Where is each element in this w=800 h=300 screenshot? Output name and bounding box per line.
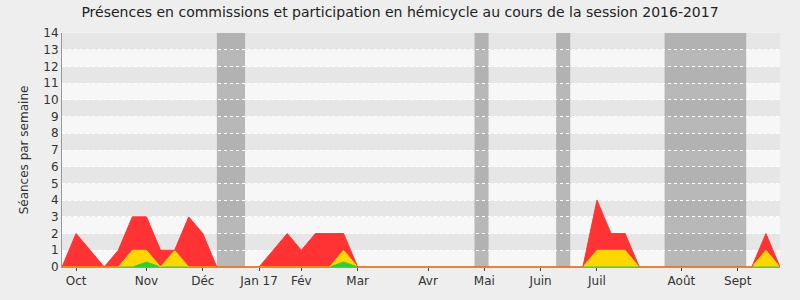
svg-text:0: 0 xyxy=(51,260,59,274)
svg-text:6: 6 xyxy=(51,160,59,174)
svg-text:3: 3 xyxy=(51,210,59,224)
svg-text:Juin: Juin xyxy=(529,274,552,288)
svg-text:14: 14 xyxy=(43,26,58,40)
svg-text:Présences en commissions et pa: Présences en commissions et participatio… xyxy=(81,4,718,20)
svg-text:4: 4 xyxy=(51,193,59,207)
svg-text:Sept: Sept xyxy=(724,274,752,288)
svg-text:2: 2 xyxy=(51,227,59,241)
svg-text:11: 11 xyxy=(43,76,58,90)
svg-text:Août: Août xyxy=(668,274,696,288)
svg-text:Fév: Fév xyxy=(291,274,312,288)
svg-text:12: 12 xyxy=(43,60,58,74)
svg-text:Mai: Mai xyxy=(474,274,495,288)
svg-text:Oct: Oct xyxy=(66,274,87,288)
svg-text:9: 9 xyxy=(51,110,59,124)
svg-text:Mar: Mar xyxy=(346,274,369,288)
svg-text:Déc: Déc xyxy=(191,274,214,288)
svg-text:7: 7 xyxy=(51,143,59,157)
svg-text:Jan 17: Jan 17 xyxy=(239,274,278,288)
svg-text:Séances par semaine: Séances par semaine xyxy=(17,86,31,215)
svg-text:13: 13 xyxy=(43,43,58,57)
svg-text:10: 10 xyxy=(43,93,58,107)
svg-text:8: 8 xyxy=(51,126,59,140)
svg-text:Avr: Avr xyxy=(418,274,438,288)
svg-text:1: 1 xyxy=(51,243,59,257)
svg-text:Nov: Nov xyxy=(135,274,158,288)
svg-text:5: 5 xyxy=(51,177,59,191)
svg-text:Juil: Juil xyxy=(587,274,606,288)
